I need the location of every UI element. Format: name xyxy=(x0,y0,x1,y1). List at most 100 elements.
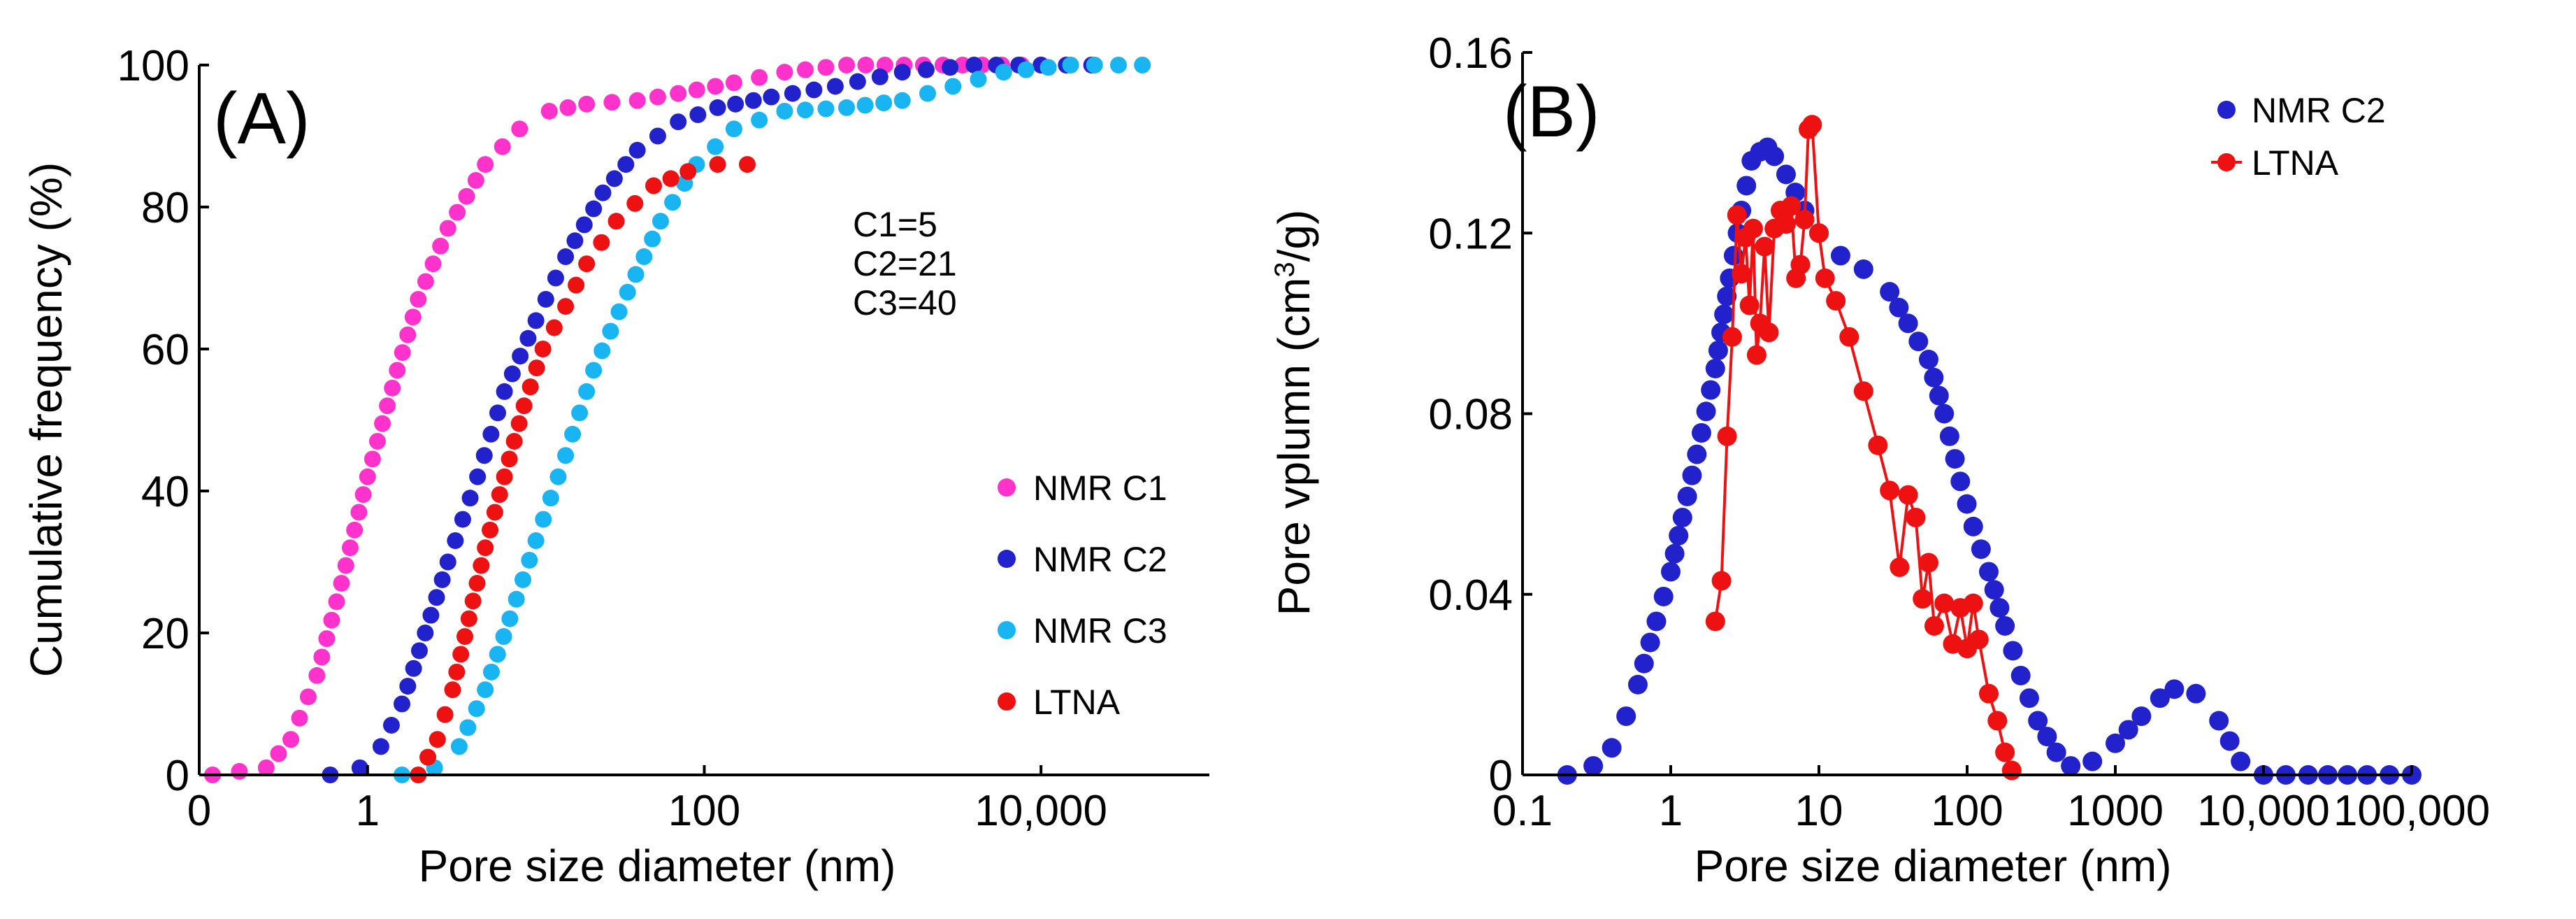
panel-a-point-nmr-c2 xyxy=(496,383,513,400)
panel-b-y-tick-label: 0 xyxy=(1489,752,1513,800)
panel-a-annotation-line: C1=5 xyxy=(853,205,937,244)
panel-a-point-nmr-c1 xyxy=(318,630,336,648)
panel-b-point-nmr-c2 xyxy=(2061,756,2081,776)
panel-b-point-nmr-c2 xyxy=(1646,611,1667,632)
panel-b-y-tick-label: 0.16 xyxy=(1428,29,1513,78)
panel-a-point-nmr-c1 xyxy=(424,255,442,273)
panel-a-legend-item-ltna: LTNA xyxy=(998,683,1121,722)
panel-b-point-nmr-c2 xyxy=(1708,341,1728,361)
panel-a-point-ltna xyxy=(645,177,663,194)
panel-a-point-nmr-c3 xyxy=(482,663,500,681)
panel-a-point-ltna xyxy=(528,359,545,377)
panel-b-point-nmr-c2 xyxy=(1989,598,2010,618)
panel-a-point-nmr-c3 xyxy=(619,283,636,301)
panel-a-point-nmr-c3 xyxy=(635,248,653,266)
panel-a-y-tick-label: 60 xyxy=(141,326,189,374)
panel-a-point-nmr-c2 xyxy=(482,425,500,443)
panel-a-point-nmr-c1 xyxy=(394,344,411,362)
panel-b-point-nmr-c2 xyxy=(1984,580,2004,600)
panel-a-point-nmr-c2 xyxy=(942,59,959,76)
panel-b-x-tick-label: 10,000 xyxy=(2197,787,2330,835)
panel-b-point-nmr-c2 xyxy=(2003,641,2023,661)
panel-a-point-ltna xyxy=(679,163,697,180)
panel-b-point-nmr-c2 xyxy=(1691,422,1711,443)
panel-a-point-ltna xyxy=(456,628,473,646)
panel-b-point-nmr-c2 xyxy=(1664,543,1685,564)
panel-a-point-nmr-c2 xyxy=(628,141,646,159)
panel-a-point-nmr-c2 xyxy=(512,348,529,365)
panel-a-point-nmr-c3 xyxy=(644,230,661,248)
panel-a-legend: NMR C1 NMR C2 NMR C3 LTNA xyxy=(998,469,1167,722)
panel-a-x-axis-label: Pore size diameter (nm) xyxy=(419,841,896,891)
panel-a-point-nmr-c3 xyxy=(578,383,596,400)
panel-b-point-ltna xyxy=(1739,295,1760,315)
panel-b-point-ltna xyxy=(1755,236,1775,257)
panel-b-point-nmr-c2 xyxy=(1736,176,1757,196)
panel-a-point-ltna xyxy=(545,319,563,336)
panel-b-point-ltna xyxy=(1987,711,2008,731)
panel-a-point-ltna xyxy=(515,397,533,415)
panel-b-point-nmr-c2 xyxy=(2046,742,2066,762)
panel-a-point-nmr-c1 xyxy=(313,648,331,666)
panel-a-point-nmr-c1 xyxy=(707,78,724,95)
panel-a-point-nmr-c1 xyxy=(257,759,275,776)
panel-a-point-nmr-c1 xyxy=(291,709,308,727)
panel-a-point-nmr-c2 xyxy=(566,232,584,250)
panel-b-point-ltna xyxy=(1722,327,1742,347)
panel-a: 0 1 100 10,000 0 20 40 60 80 100 (A) C1=5C2=21C3=… xyxy=(21,42,1209,891)
panel-b-point-ltna xyxy=(1918,553,1938,573)
panel-a-point-nmr-c2 xyxy=(557,248,575,266)
panel-b-point-nmr-c2 xyxy=(1978,562,1999,582)
panel-b-point-ltna xyxy=(1815,268,1835,288)
panel-a-point-nmr-c2 xyxy=(871,68,888,85)
panel-b-point-ltna xyxy=(1717,426,1737,446)
panel-b-point-ltna xyxy=(1839,327,1859,347)
panel-a-point-nmr-c2 xyxy=(965,57,983,73)
panel-a-point-nmr-c2 xyxy=(489,404,506,422)
panel-a-point-nmr-c2 xyxy=(763,88,780,106)
panel-a-point-nmr-c2 xyxy=(575,216,593,234)
panel-a-point-nmr-c3 xyxy=(893,92,911,109)
panel-a-point-nmr-c3 xyxy=(627,266,645,283)
panel-a-point-nmr-c1 xyxy=(628,92,646,109)
panel-a-point-nmr-c2 xyxy=(594,184,612,201)
panel-a-y-tick-label: 80 xyxy=(141,184,189,232)
panel-a-legend-label-ltna: LTNA xyxy=(1033,683,1121,722)
panel-a-point-nmr-c1 xyxy=(578,95,596,113)
panel-a-point-nmr-c1 xyxy=(857,57,875,73)
panel-b-y-tick-label: 0.08 xyxy=(1428,391,1513,439)
panel-b-point-nmr-c2 xyxy=(1924,367,1944,387)
panel-a-point-ltna xyxy=(568,276,585,294)
panel-a-point-nmr-c2 xyxy=(849,73,866,90)
panel-b-point-nmr-c2 xyxy=(1682,465,1702,485)
panel-a-x-tick-label: 100 xyxy=(668,787,740,835)
panel-a-point-nmr-c1 xyxy=(817,59,835,76)
panel-a-point-nmr-c2 xyxy=(519,329,537,347)
panel-b-point-ltna xyxy=(1898,485,1918,505)
panel-b-point-nmr-c2 xyxy=(1669,525,1689,546)
panel-b-point-nmr-c2 xyxy=(1830,245,1850,266)
panel-a-point-nmr-c1 xyxy=(688,81,705,99)
panel-b-point-nmr-c2 xyxy=(1776,164,1796,185)
panel-a-point-nmr-c3 xyxy=(557,447,575,464)
panel-b-point-nmr-c2 xyxy=(1950,471,1971,492)
panel-a-y-tick-label: 20 xyxy=(141,610,189,658)
panel-a-point-ltna xyxy=(505,432,523,450)
panel-a-point-nmr-c3 xyxy=(549,468,567,485)
panel-a-point-nmr-c3 xyxy=(707,138,724,155)
panel-a-point-nmr-c2 xyxy=(727,95,744,113)
panel-a-point-ltna xyxy=(578,255,596,273)
panel-a-legend-marker-nmr-c3 xyxy=(998,621,1016,639)
panel-a-y-tick-label: 0 xyxy=(166,752,189,800)
panel-b-x-tick-label: 0.1 xyxy=(1492,787,1553,835)
panel-a-legend-marker-ltna xyxy=(998,692,1016,711)
panel-a-point-nmr-c1 xyxy=(511,120,528,138)
panel-b-point-nmr-c2 xyxy=(1696,401,1716,422)
panel-a-point-nmr-c2 xyxy=(447,532,464,550)
panel-b-point-nmr-c2 xyxy=(2082,751,2103,771)
panel-b-point-nmr-c2 xyxy=(1764,146,1785,166)
panel-a-point-nmr-c3 xyxy=(970,71,987,88)
panel-b-point-nmr-c2 xyxy=(2150,688,2170,708)
panel-a-point-ltna xyxy=(452,646,470,663)
